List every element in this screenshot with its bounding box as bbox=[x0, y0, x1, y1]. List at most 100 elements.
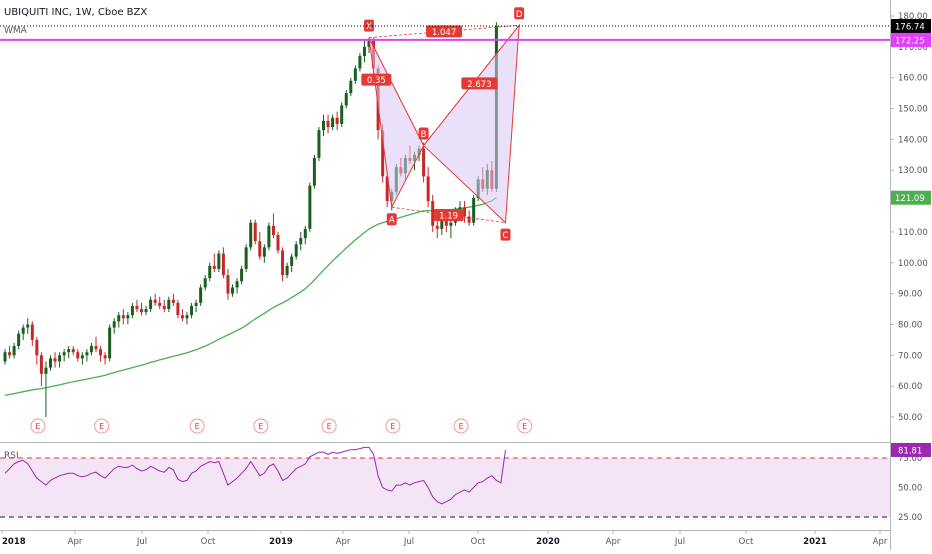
candle-body bbox=[112, 321, 116, 328]
earnings-label: E bbox=[258, 422, 263, 431]
candle-body bbox=[467, 216, 471, 223]
price-tick-label: 70.00 bbox=[898, 351, 922, 361]
time-tick-label: 2018 bbox=[2, 537, 26, 547]
candle-body bbox=[326, 120, 330, 128]
candle-body bbox=[431, 201, 435, 226]
time-tick-label: 2021 bbox=[803, 537, 827, 547]
price-tick-label: 140.00 bbox=[898, 135, 928, 145]
pattern-point-label: C bbox=[503, 231, 509, 241]
rsi-value-label: 81.81 bbox=[898, 446, 922, 456]
price-badge bbox=[891, 32, 931, 47]
candle-body bbox=[312, 157, 316, 186]
candle-body bbox=[226, 275, 230, 294]
earnings-label: E bbox=[459, 422, 464, 431]
ratio-label: 1.047 bbox=[432, 28, 456, 38]
candle-body bbox=[353, 68, 357, 81]
candle-body bbox=[35, 339, 39, 356]
candle-body bbox=[444, 219, 448, 226]
wma-indicator-label[interactable]: WMA bbox=[4, 26, 28, 36]
time-tick-label: Oct bbox=[201, 537, 216, 547]
pattern-point-label: D bbox=[516, 10, 523, 20]
earnings-marker bbox=[385, 418, 401, 434]
candle-body bbox=[249, 222, 253, 248]
earnings-marker bbox=[94, 418, 110, 434]
candle-body bbox=[367, 40, 371, 47]
candle-body bbox=[185, 315, 189, 319]
price-badge-label: 121.09 bbox=[895, 194, 925, 204]
candle-body bbox=[85, 352, 89, 356]
rsi-band bbox=[0, 458, 890, 517]
time-tick-label: Jul bbox=[403, 537, 414, 547]
axes-layer: 50.0060.0070.0080.0090.00100.00110.00120… bbox=[1, 12, 931, 547]
candle-body bbox=[253, 222, 257, 242]
candle-body bbox=[171, 299, 175, 303]
pattern-point-label: A bbox=[389, 216, 395, 226]
pattern-point-label: B bbox=[421, 130, 427, 140]
candle-body bbox=[458, 207, 462, 211]
rsi-tick-label: 25.00 bbox=[898, 513, 922, 523]
candle-body bbox=[271, 225, 275, 236]
candle-body bbox=[212, 265, 216, 269]
time-tick-label: Oct bbox=[471, 537, 486, 547]
candle-body bbox=[258, 241, 262, 257]
earnings-label: E bbox=[327, 422, 332, 431]
candle-body bbox=[53, 358, 57, 362]
time-tick-label: Apr bbox=[336, 537, 351, 547]
ratio-badge bbox=[361, 73, 392, 86]
candle-body bbox=[322, 120, 325, 131]
candle-body bbox=[153, 299, 157, 303]
earnings-marker bbox=[253, 418, 269, 434]
candle-body bbox=[58, 355, 62, 362]
rsi-line bbox=[4, 446, 506, 505]
earnings-label: E bbox=[390, 422, 395, 431]
price-axis-separator bbox=[890, 0, 891, 550]
earnings-marker bbox=[517, 418, 533, 434]
rsi-indicator-label[interactable]: RSI bbox=[4, 451, 19, 461]
candle-body bbox=[281, 250, 285, 276]
candle-body bbox=[199, 287, 203, 303]
pattern-point-badge bbox=[386, 213, 397, 226]
pattern-point-badge bbox=[418, 127, 429, 140]
candle-body bbox=[44, 367, 48, 374]
candles-layer bbox=[3, 22, 498, 417]
candle-body bbox=[190, 305, 194, 316]
ratio-label: 0.35 bbox=[367, 76, 386, 86]
price-tick-label: 110.00 bbox=[898, 228, 928, 238]
candle-body bbox=[435, 225, 439, 229]
price-tick-label: 100.00 bbox=[898, 259, 928, 269]
candle-body bbox=[385, 176, 389, 202]
price-badge bbox=[891, 190, 931, 205]
price-tick-label: 60.00 bbox=[898, 382, 922, 392]
candle-body bbox=[440, 219, 444, 229]
time-tick-label: Jul bbox=[674, 537, 685, 547]
candle-body bbox=[135, 305, 139, 310]
candle-body bbox=[12, 346, 16, 356]
candle-body bbox=[89, 346, 93, 353]
ratio-badge bbox=[461, 77, 498, 90]
pattern-point-badge bbox=[500, 228, 511, 241]
candle-body bbox=[80, 355, 84, 359]
ratio-badge bbox=[426, 25, 463, 38]
candle-body bbox=[344, 93, 348, 106]
rsi-value-badge bbox=[891, 442, 931, 457]
candle-body bbox=[17, 333, 21, 347]
time-tick-label: Jul bbox=[136, 537, 147, 547]
pane-separator bbox=[0, 442, 890, 443]
candle-body bbox=[358, 56, 362, 69]
candle-body bbox=[208, 265, 212, 279]
earnings-label: E bbox=[195, 422, 200, 431]
earnings-marker bbox=[321, 418, 337, 434]
price-badge-label: 176.74 bbox=[895, 23, 925, 33]
candle-body bbox=[463, 207, 467, 217]
bcd-triangle bbox=[422, 23, 520, 224]
candle-body bbox=[308, 185, 312, 229]
price-tick-label: 90.00 bbox=[898, 290, 922, 300]
candle-body bbox=[244, 247, 248, 269]
ratio-label: 1.19 bbox=[439, 211, 458, 221]
time-tick-label: Apr bbox=[873, 537, 888, 547]
rsi-tick-label: 50.00 bbox=[898, 484, 922, 494]
candle-body bbox=[117, 315, 121, 322]
